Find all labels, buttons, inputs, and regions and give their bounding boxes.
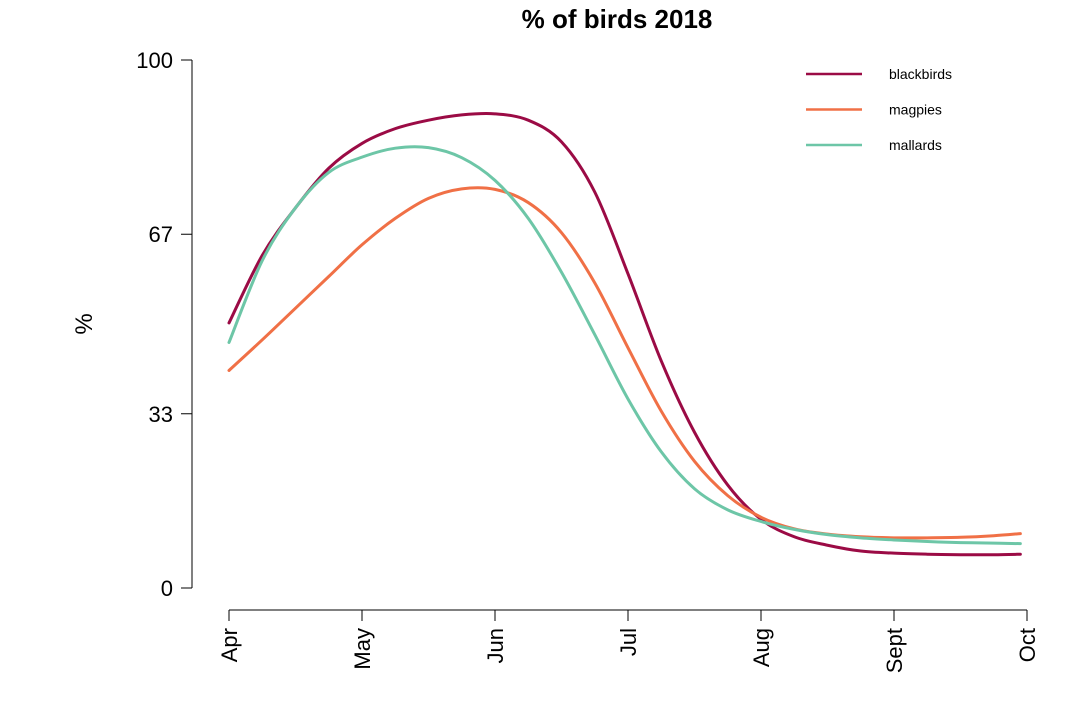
legend-label-mallards: mallards — [889, 137, 942, 153]
y-axis: 0 33 67 100 — [136, 48, 193, 601]
x-tick-label: Sept — [882, 628, 907, 673]
x-axis: Apr May Jun Jul Aug Sept Oct — [217, 609, 1040, 673]
series-line-mallards — [227, 145, 1022, 546]
x-tick-label: Jun — [483, 628, 508, 663]
x-tick-label: Apr — [217, 628, 242, 662]
y-axis-label: % — [71, 313, 98, 334]
y-tick-label: 67 — [149, 222, 173, 247]
series-line-magpies — [227, 186, 1022, 540]
series-line-blackbirds — [227, 112, 1022, 557]
y-tick-label: 33 — [149, 402, 173, 427]
y-tick-label: 100 — [136, 48, 173, 73]
chart-title: % of birds 2018 — [522, 4, 713, 34]
legend-label-magpies: magpies — [889, 102, 942, 118]
y-tick-label: 0 — [161, 576, 173, 601]
legend-label-blackbirds: blackbirds — [889, 66, 952, 82]
x-tick-label: May — [350, 628, 375, 670]
x-tick-label: Aug — [749, 628, 774, 667]
legend: blackbirds magpies mallards — [806, 66, 952, 153]
series-lines — [227, 112, 1022, 557]
x-tick-label: Oct — [1015, 628, 1040, 662]
x-tick-label: Jul — [616, 628, 641, 656]
